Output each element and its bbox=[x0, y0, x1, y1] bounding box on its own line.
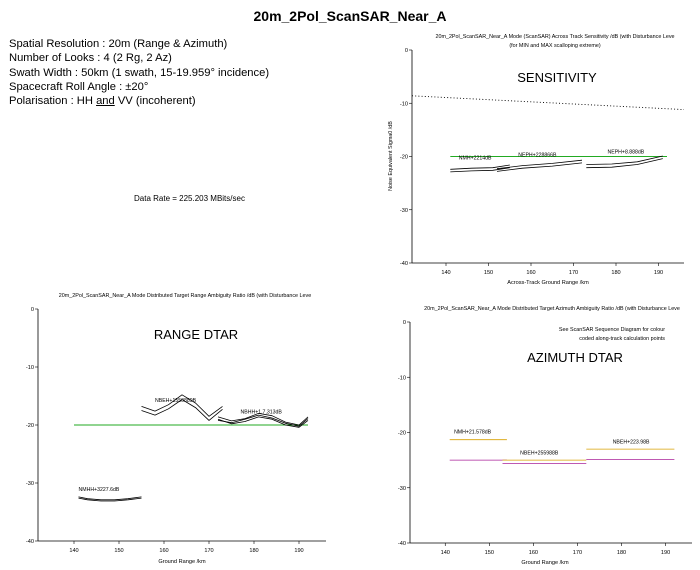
chart-subtitle: (for MIN and MAX scalloping extreme) bbox=[509, 43, 601, 49]
param-spatial-resolution: Spatial Resolution : 20m (Range & Azimut… bbox=[9, 38, 228, 50]
data-annotation: NMH+21.578dB bbox=[454, 430, 492, 436]
x-tick-label: 170 bbox=[204, 548, 213, 554]
y-tick-label: -30 bbox=[26, 481, 34, 487]
data-annotation: NBEH+223.98B bbox=[613, 440, 650, 446]
chart-note: See ScanSAR Sequence Diagram for colour bbox=[559, 327, 665, 333]
x-tick-label: 190 bbox=[294, 548, 303, 554]
chart-note: coded along-track calculation points bbox=[579, 336, 665, 342]
x-tick-label: 160 bbox=[159, 548, 168, 554]
x-tick-label: 170 bbox=[573, 550, 582, 556]
series-line-6 bbox=[586, 158, 663, 169]
param-number-of-looks: Number of Looks : 4 (2 Rg, 2 Az) bbox=[9, 52, 172, 65]
series-line-3 bbox=[496, 159, 583, 170]
data-annotation: NMH+2214dB bbox=[459, 156, 492, 162]
x-tick-label: 180 bbox=[617, 550, 626, 556]
series-line-5 bbox=[586, 155, 663, 165]
x-axis-label: Ground Range /km bbox=[521, 560, 569, 566]
y-tick-label: -40 bbox=[26, 539, 34, 545]
x-tick-label: 190 bbox=[654, 270, 663, 276]
y-tick-label: -20 bbox=[400, 155, 408, 161]
y-tick-label: -20 bbox=[26, 423, 34, 429]
y-tick-label: 0 bbox=[405, 48, 408, 54]
data-annotation: NBEH+255988B bbox=[520, 451, 559, 457]
chart-big-label: RANGE DTAR bbox=[154, 327, 238, 342]
chart-title: 20m_2Pol_ScanSAR_Near_A Mode (ScanSAR) A… bbox=[435, 34, 674, 40]
series-line-6 bbox=[217, 412, 309, 426]
series-line-1 bbox=[78, 497, 142, 502]
param-polarisation: Polarisation : HH and VV (incoherent) bbox=[9, 94, 269, 108]
y-tick-label: -30 bbox=[400, 208, 408, 214]
series-line-5 bbox=[217, 416, 309, 428]
series-line-2 bbox=[450, 167, 510, 173]
y-tick-label: -40 bbox=[398, 541, 406, 547]
series-line-4 bbox=[496, 162, 583, 172]
param-roll-angle: Spacecraft Roll Angle : ±20° bbox=[9, 80, 149, 93]
polarisation-and: and bbox=[96, 95, 115, 108]
x-tick-label: 150 bbox=[485, 550, 494, 556]
series-line-4 bbox=[141, 394, 223, 417]
data-annotation: NBEH+1550889B bbox=[155, 398, 197, 404]
polarisation-suffix: VV (incoherent) bbox=[114, 95, 196, 108]
y-tick-label: -20 bbox=[398, 431, 406, 437]
polarisation-prefix: Polarisation : HH bbox=[9, 95, 97, 108]
x-tick-label: 180 bbox=[249, 548, 258, 554]
x-tick-label: 140 bbox=[441, 550, 450, 556]
y-tick-label: -10 bbox=[398, 375, 406, 381]
x-axis-label: Ground Range /km bbox=[158, 559, 206, 565]
x-tick-label: 170 bbox=[569, 270, 578, 276]
x-tick-label: 140 bbox=[69, 548, 78, 554]
series-line-2 bbox=[78, 496, 142, 501]
x-tick-label: 160 bbox=[529, 550, 538, 556]
chart-title: 20m_2Pol_ScanSAR_Near_A Mode Distributed… bbox=[59, 293, 312, 299]
y-tick-label: 0 bbox=[403, 320, 406, 326]
chart-big-label: SENSITIVITY bbox=[517, 70, 597, 85]
series-line-7 bbox=[217, 414, 309, 427]
reference-line bbox=[411, 95, 685, 111]
y-tick-label: -30 bbox=[398, 486, 406, 492]
y-tick-label: 0 bbox=[31, 307, 34, 313]
x-tick-label: 140 bbox=[441, 270, 450, 276]
y-axis-label: Noise Equivalent Sigma0 /dB bbox=[388, 121, 394, 191]
x-tick-label: 180 bbox=[611, 270, 620, 276]
series-line-1 bbox=[450, 164, 510, 170]
y-tick-label: -10 bbox=[26, 365, 34, 371]
x-tick-label: 150 bbox=[114, 548, 123, 554]
chart-title: 20m_2Pol_ScanSAR_Near_A Mode Distributed… bbox=[424, 306, 680, 312]
data-rate-text: Data Rate = 225.203 MBits/sec bbox=[134, 194, 245, 203]
x-tick-label: 150 bbox=[484, 270, 493, 276]
data-annotation: NBHH+1.7.313dB bbox=[241, 409, 283, 415]
page-title: 20m_2Pol_ScanSAR_Near_A bbox=[253, 8, 447, 24]
param-swath-width: Swath Width : 50km (1 swath, 15-19.959° … bbox=[9, 66, 270, 79]
y-tick-label: -10 bbox=[400, 101, 408, 107]
mode-parameters: Spatial Resolution : 20m (Range & Azimut… bbox=[9, 37, 269, 108]
y-tick-label: -40 bbox=[400, 261, 408, 267]
x-tick-label: 160 bbox=[526, 270, 535, 276]
data-annotation: NEPH+228866B bbox=[518, 153, 557, 159]
series-line-3 bbox=[141, 399, 223, 421]
x-tick-label: 190 bbox=[661, 550, 670, 556]
chart-big-label: AZIMUTH DTAR bbox=[527, 350, 623, 365]
data-annotation: NEPH+8.888dB bbox=[608, 149, 645, 155]
data-annotation: NMHH+3227.6dB bbox=[79, 487, 120, 493]
x-axis-label: Across-Track Ground Range /km bbox=[507, 280, 589, 286]
